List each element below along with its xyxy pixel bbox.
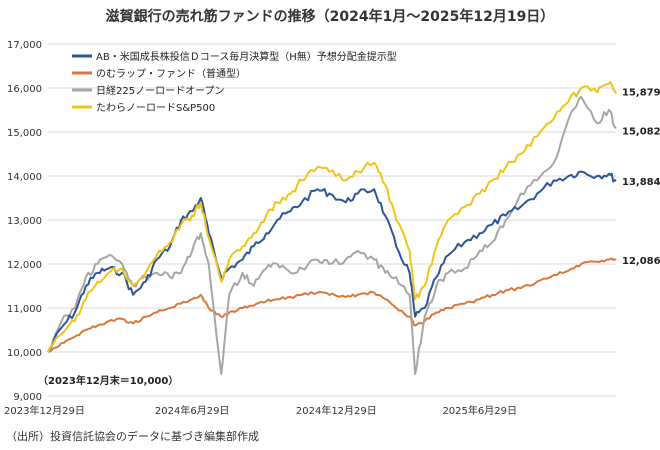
legend-entry: 日経225ノーロードオープン [96,84,225,97]
end-label: 12,086 [622,256,660,267]
x-axis-ticks: 2023年12月29日 2024年6月29日 2024年12月29日 2025年6月2… [4,404,517,417]
y-tick-label: 11,000 [7,304,42,315]
y-tick-label: 17,000 [7,40,42,51]
y-tick-label: 9,000 [13,392,42,403]
chart-title: 滋賀銀行の売れ筋ファンドの推移（2024年1月〜2025年12月19日） [105,9,555,25]
y-axis-ticks: 9,000 10,000 11,000 12,000 13,000 14,000 15,00… [7,40,42,403]
base-note: （2023年12月末＝10,000） [38,374,178,387]
legend-entry: たわらノーロードS&P500 [96,102,215,114]
y-tick-label: 14,000 [7,172,42,183]
y-tick-label: 13,000 [7,216,42,227]
series-line [47,170,617,353]
legend-entry: のむラップ・ファンド（普通型） [96,67,246,80]
series-line [47,81,617,353]
source-note: （出所）投資信託協会のデータに基づき編集部作成 [6,430,259,443]
legend-entry: AB・米国成長株投信Ｄコース毎月決算型（H無）予想分配金提示型 [96,50,397,63]
series-line [47,257,617,353]
y-tick-label: 15,000 [7,128,42,139]
series-lines [47,81,617,375]
legend: AB・米国成長株投信Ｄコース毎月決算型（H無）予想分配金提示型のむラップ・ファン… [72,50,397,114]
y-tick-label: 16,000 [7,84,42,95]
end-labels: 13,884 12,086 15,082 15,879 [622,87,660,267]
y-tick-label: 12,000 [7,260,42,271]
end-label: 15,879 [622,87,660,98]
series-line [47,95,617,375]
end-label: 15,082 [622,126,660,137]
x-tick-label: 2025年6月29日 [442,404,517,417]
end-label: 13,884 [622,177,660,188]
x-tick-label: 2024年6月29日 [155,404,230,417]
x-tick-label: 2024年12月29日 [296,404,377,417]
y-tick-label: 10,000 [7,348,42,359]
x-tick-label: 2023年12月29日 [4,404,85,417]
